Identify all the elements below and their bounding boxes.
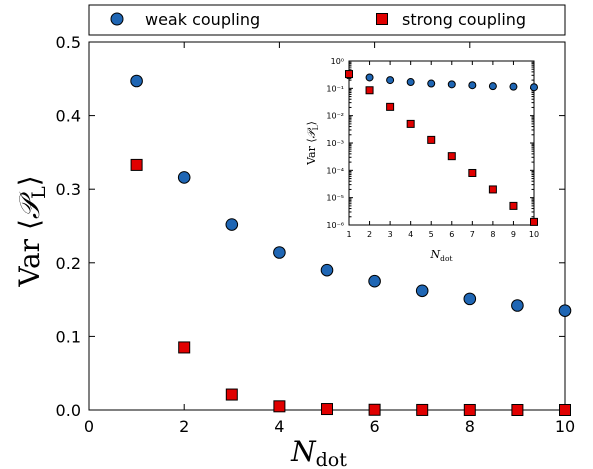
main-strong-coupling-point [225,388,238,401]
inset-x-tick-label: 2 [367,230,372,239]
main-strong-coupling-point [321,403,333,416]
inset-y-tick-label: 10⁻⁵ [326,194,344,203]
inset-x-axis-title: Ndot [430,248,453,263]
main-strong-coupling-point [511,403,524,416]
main-strong-coupling-point [368,403,381,416]
main-weak-coupling-point [558,304,572,317]
main-x-tick-label: 0 [84,417,94,436]
inset-x-tick-label: 3 [388,230,393,239]
main-y-tick-label: 0.1 [56,327,81,346]
inset-strong-coupling-point [530,217,538,226]
main-strong-coupling-point [273,400,286,413]
main-x-tick-label: 10 [555,417,575,436]
inset-strong-coupling-point [386,102,395,111]
inset-x-tick-label: 7 [470,230,475,239]
main-strong-coupling-point [416,403,429,416]
inset-x-tick-label: 8 [490,230,495,239]
inset-strong-coupling-point [427,135,436,144]
main-weak-coupling-point [273,246,286,259]
main-weak-coupling-point [320,263,334,277]
inset-y-tick-label: 10⁰ [331,57,344,66]
main-weak-coupling-point [225,218,239,231]
main-weak-coupling-series [130,74,572,317]
inset-weak-coupling-point [365,73,374,82]
main-y-tick-label: 0.2 [56,254,81,273]
inset-weak-coupling-point [427,79,436,88]
inset-y-axis-title: Var ⟨𝒫L⟩ [305,121,320,166]
inset-strong-coupling-series [345,70,538,226]
main-y-tick-label: 0.5 [56,33,81,52]
main-weak-coupling-point [415,284,429,298]
inset-x-tick-label: 10 [529,230,539,239]
main-weak-coupling-point [463,292,477,306]
main-strong-coupling-point [178,341,191,354]
main-strong-coupling-point [130,158,143,171]
inset-plot-frame [348,60,535,226]
inset-y-tick-label: 10⁻⁶ [326,221,344,230]
inset-weak-coupling-point [509,82,518,91]
legend-weak-coupling-marker [110,12,124,26]
main-y-tick-label: 0.0 [56,401,81,420]
inset-y-tick-label: 10⁻² [326,112,344,121]
main-x-axis-title: Ndot [290,435,347,469]
main-strong-coupling-point [463,403,476,416]
inset-weak-coupling-point [468,81,477,90]
main-x-tick-label: 8 [465,417,475,436]
inset-x-tick-label: 5 [429,230,434,239]
main-y-tick-label: 0.3 [56,180,81,199]
main-y-tick-label: 0.4 [56,107,81,126]
inset-weak-coupling-series [345,71,538,92]
inset-weak-coupling-point [386,76,395,85]
main-weak-coupling-point [511,299,524,312]
inset-strong-coupling-point [488,185,497,194]
inset-strong-coupling-point [509,201,518,210]
inset-x-tick-label: 4 [408,230,413,239]
main-weak-coupling-point [177,171,191,184]
main-weak-coupling-point [130,74,143,88]
main-x-tick-label: 2 [179,417,189,436]
inset-y-tick-label: 10⁻¹ [326,84,344,93]
inset-x-tick-label: 9 [511,230,516,239]
inset-weak-coupling-point [530,83,538,92]
legend-strong-coupling-marker [376,13,388,25]
inset-weak-coupling-point [488,82,497,91]
legend-strong-coupling-label: strong coupling [402,10,526,29]
inset-strong-coupling-point [468,168,477,177]
main-x-tick-label: 4 [274,417,284,436]
main-y-axis-title: Var ⟨𝒫L⟩ [13,175,50,287]
legend-weak-coupling-label: weak coupling [145,10,260,29]
inset-weak-coupling-point [447,80,456,89]
inset-strong-coupling-point [365,86,374,95]
main-strong-coupling-point [559,403,571,416]
inset-x-tick-label: 6 [449,230,454,239]
inset-strong-coupling-point [406,119,415,128]
inset-x-tick-label: 1 [346,230,351,239]
main-weak-coupling-point [368,274,381,288]
inset-strong-coupling-point [447,152,456,161]
main-x-tick-label: 6 [370,417,380,436]
inset-strong-coupling-point [345,70,353,79]
inset-weak-coupling-point [406,78,415,87]
inset-y-tick-label: 10⁻⁴ [326,166,344,175]
legend-box [88,4,566,36]
main-strong-coupling-series [130,158,571,416]
inset-y-tick-label: 10⁻³ [326,139,344,148]
